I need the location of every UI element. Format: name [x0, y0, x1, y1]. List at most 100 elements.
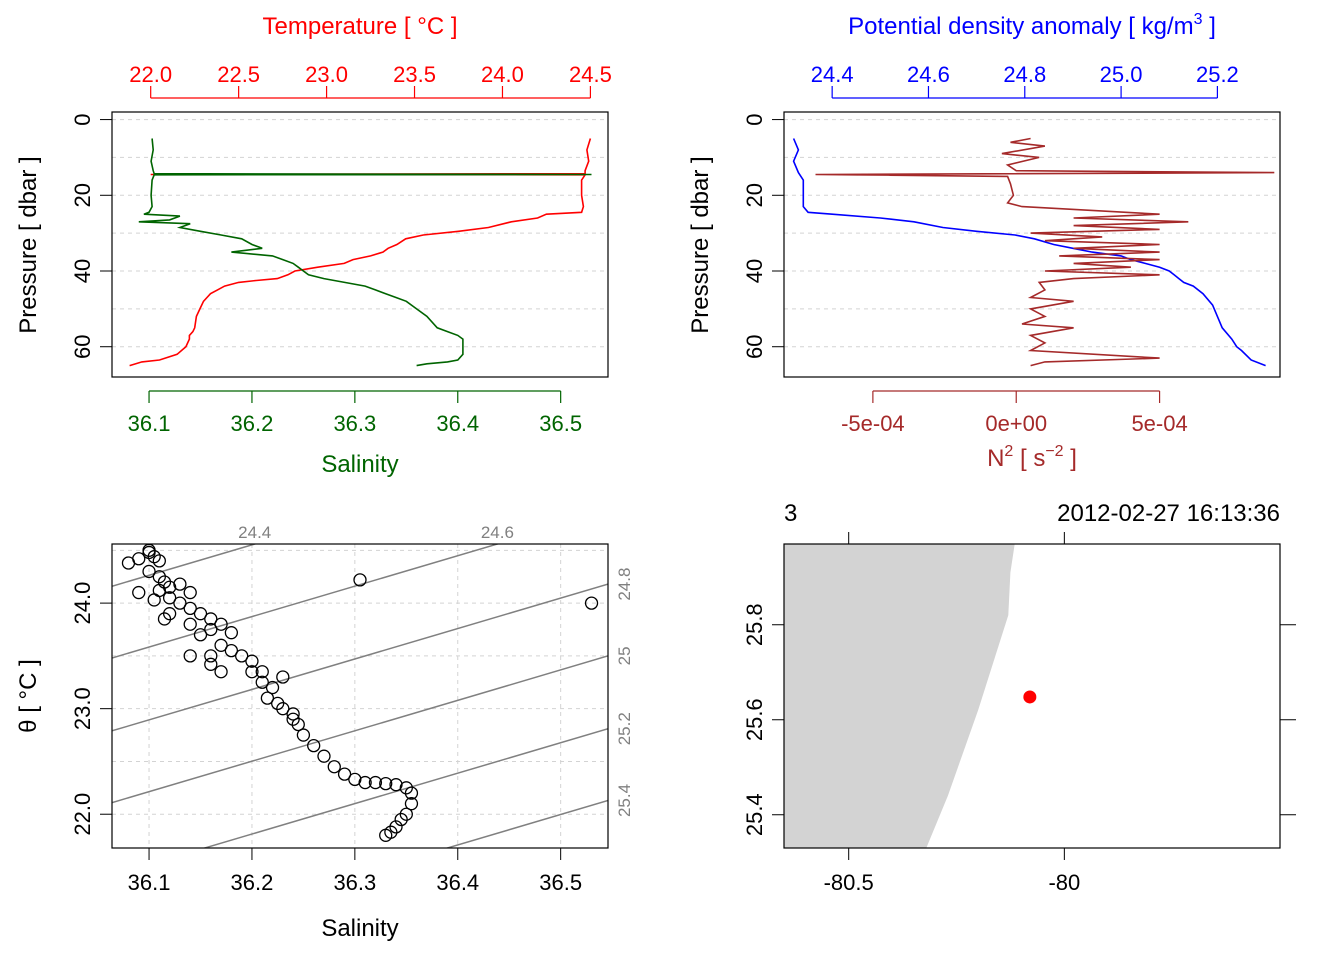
- top-tick-label: 25.0: [1100, 62, 1143, 87]
- data-point: [152, 570, 166, 584]
- data-point: [260, 691, 275, 705]
- data-point: [291, 717, 305, 732]
- isopycnal-label: 24.8: [615, 568, 634, 601]
- y-tick-label: 40: [742, 259, 767, 283]
- data-point: [255, 665, 269, 679]
- data-point: [276, 702, 290, 716]
- axis-ticks: 0 20 40 60 22.0 22.5 23.0 23.5 24.0 24.5 36.1 36.2 3…: [70, 62, 612, 436]
- data-point: [173, 596, 187, 610]
- isopycnal-label: 24.6: [481, 523, 514, 542]
- data-point: [152, 583, 166, 598]
- top-tick-label: 24.8: [1003, 62, 1046, 87]
- series-line-n2: [815, 137, 1275, 367]
- bottom-tick-label: 36.5: [539, 411, 582, 436]
- data-point: [317, 749, 331, 763]
- y-tick-label: 40: [70, 259, 95, 283]
- bottom-tick-label: 36.1: [128, 411, 171, 436]
- top-tick-label: 24.5: [569, 62, 612, 87]
- data-point: [353, 573, 367, 587]
- ts-diagram-panel: 24.4 24.6 24.8 25 25.2 25.4 36.1 36.2 36.3 36.4 36…: [15, 523, 634, 942]
- data-point: [224, 626, 239, 640]
- data-point: [204, 622, 218, 637]
- data-point: [224, 643, 239, 658]
- data-point: [379, 828, 393, 842]
- axis-ticks: 0 20 40 60 24.4 24.6 24.8 25.0 25.2 -5e-04 0e+00 5e…: [742, 62, 1239, 436]
- profile-ts-panel: 0 20 40 60 22.0 22.5 23.0 23.5 24.0 24.5 36.1 36.2 3…: [15, 13, 612, 478]
- data-point: [214, 617, 228, 631]
- series-group: [792, 137, 1275, 367]
- isopycnal-line: [444, 799, 608, 848]
- plot-frame: [783, 111, 1281, 378]
- grid: [112, 544, 608, 848]
- data-point: [276, 670, 290, 684]
- pressure-axis-label: Pressure [ dbar ]: [15, 156, 42, 333]
- density-label-sup: 3: [1194, 11, 1203, 28]
- data-point: [235, 649, 249, 663]
- y-tick-label: 60: [70, 334, 95, 358]
- density-label-end: ]: [1203, 13, 1216, 40]
- y-tick-label: 0: [742, 113, 767, 125]
- x-tick-label: -80: [1048, 870, 1080, 895]
- y-tick-label: 25.4: [742, 793, 767, 836]
- x-tick-label: -80.5: [824, 870, 874, 895]
- top-tick-label: 24.0: [481, 62, 524, 87]
- data-point: [265, 680, 280, 695]
- data-point: [142, 564, 156, 579]
- data-point: [204, 612, 218, 626]
- series-line-salinity: [138, 138, 592, 367]
- y-tick-label: 24.0: [70, 582, 95, 625]
- top-tick-label: 24.6: [907, 62, 950, 87]
- density-axis-label: Potential density anomaly [ kg/m3 ]: [848, 11, 1216, 40]
- station-map-panel: -80.5 -80 25.4 25.6 25.8 3 2012-02-27 16:13:…: [742, 500, 1296, 895]
- scatter-points: [121, 543, 599, 842]
- data-point: [183, 601, 197, 616]
- data-point: [389, 778, 403, 792]
- data-point: [157, 612, 172, 626]
- x-tick-label: 36.1: [128, 870, 171, 895]
- data-point: [296, 728, 311, 742]
- plot-frame: [111, 111, 609, 378]
- data-point: [132, 552, 146, 566]
- isopycnal-line: [112, 583, 608, 732]
- x-tick-label: 36.2: [231, 870, 274, 895]
- theta-axis-label: θ [ °C ]: [15, 659, 42, 733]
- data-point: [348, 772, 362, 787]
- data-point: [327, 760, 341, 774]
- salinity-axis-label: Salinity: [321, 915, 398, 942]
- n2-label-sup2: −2: [1045, 443, 1063, 460]
- isopycnal-line: [112, 655, 608, 804]
- grid: [112, 119, 608, 348]
- y-tick-label: 23.0: [70, 687, 95, 730]
- data-point: [214, 638, 228, 652]
- y-tick-label: 0: [70, 113, 95, 125]
- top-tick-label: 23.0: [305, 62, 348, 87]
- data-point: [204, 649, 218, 663]
- pressure-axis-label: Pressure [ dbar ]: [687, 156, 714, 333]
- y-tick-label: 20: [742, 183, 767, 207]
- map-frame: [783, 543, 1281, 849]
- data-point: [245, 654, 259, 668]
- data-point: [204, 657, 218, 671]
- top-tick-label: 23.5: [393, 62, 436, 87]
- isopycnal-label: 25: [615, 646, 634, 665]
- isopycnal-label: 25.2: [615, 712, 634, 745]
- isopycnal-label: 24.4: [238, 523, 271, 542]
- isopycnal-line: [112, 544, 258, 587]
- data-point: [152, 554, 166, 568]
- n2-label-text: N: [987, 445, 1004, 472]
- density-label-text: Potential density anomaly [ kg/m: [848, 13, 1194, 40]
- n2-label-end: ]: [1064, 445, 1077, 472]
- data-point: [255, 675, 269, 689]
- data-point: [162, 607, 177, 621]
- data-point: [245, 665, 259, 679]
- y-tick-label: 25.8: [742, 603, 767, 646]
- data-point: [214, 665, 228, 679]
- x-tick-label: 36.5: [539, 870, 582, 895]
- data-point: [307, 738, 321, 753]
- data-point: [584, 596, 599, 610]
- data-point: [271, 696, 285, 711]
- data-point: [286, 712, 300, 726]
- n2-label-sup: 2: [1004, 443, 1013, 460]
- data-point: [337, 767, 352, 781]
